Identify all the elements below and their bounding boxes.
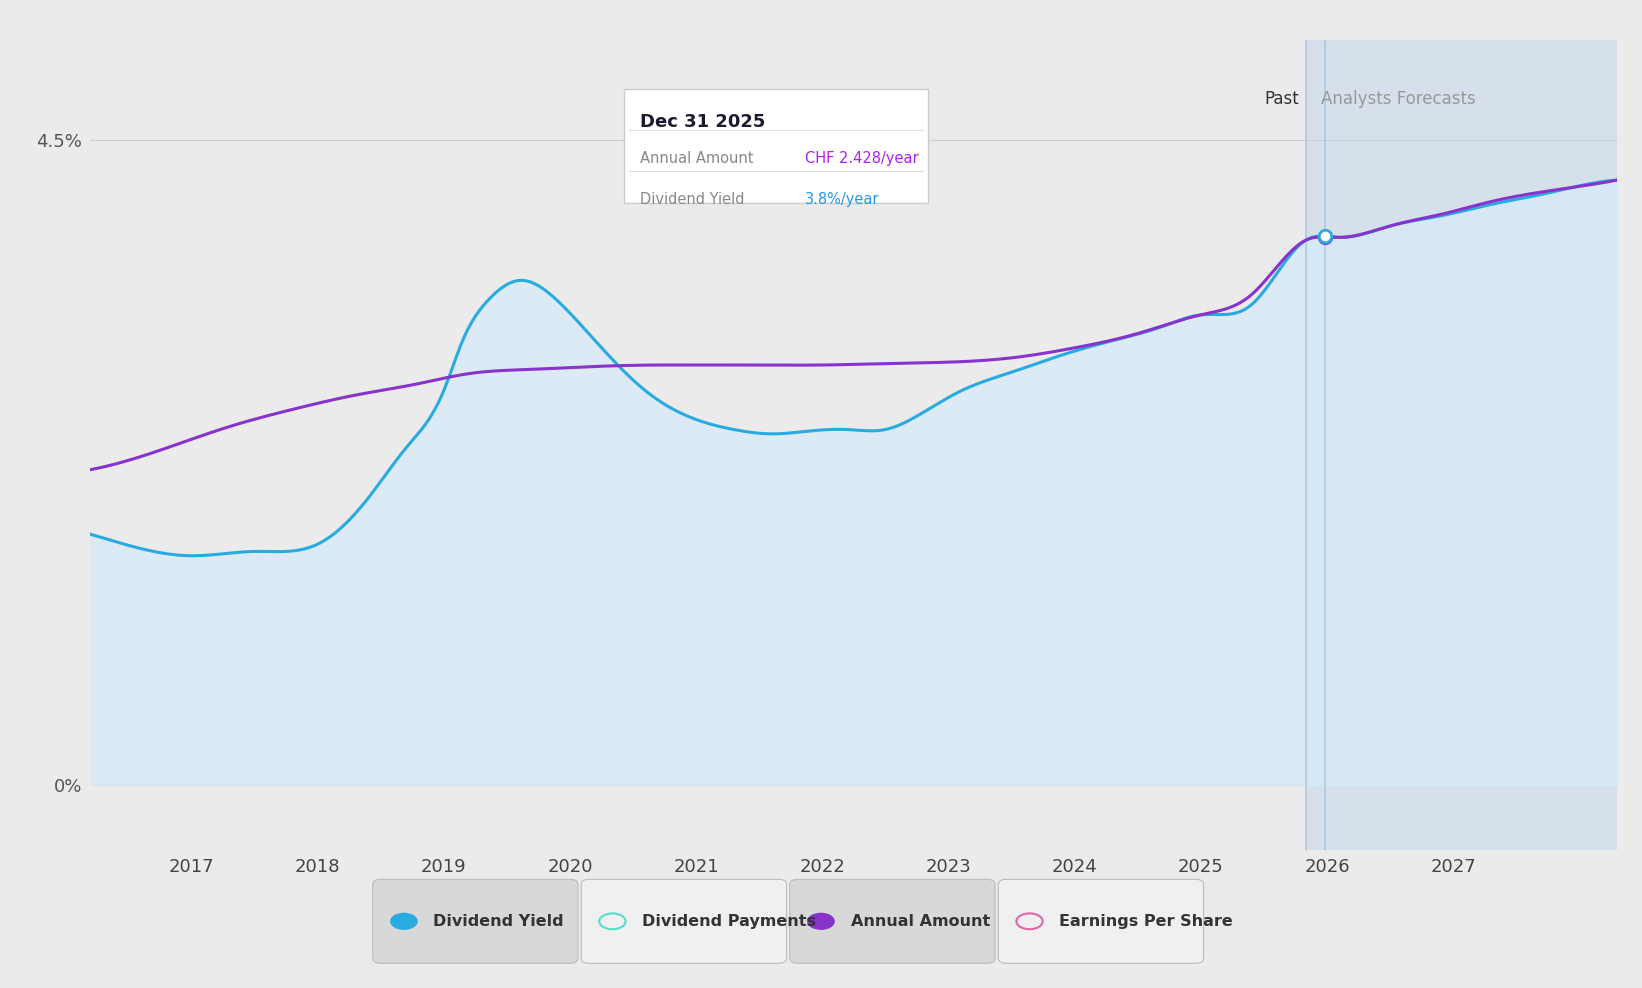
- Text: Analysts Forecasts: Analysts Forecasts: [1320, 90, 1476, 109]
- Text: 3.8%/year: 3.8%/year: [805, 192, 878, 206]
- Text: Annual Amount: Annual Amount: [640, 151, 754, 166]
- Bar: [1305, 40, 1617, 850]
- Text: Past: Past: [1264, 90, 1299, 109]
- Text: CHF 2.428/year: CHF 2.428/year: [805, 151, 918, 166]
- Text: Dec 31 2025: Dec 31 2025: [640, 113, 765, 130]
- Text: Dividend Payments: Dividend Payments: [642, 914, 816, 929]
- Text: Dividend Yield: Dividend Yield: [433, 914, 565, 929]
- Text: Annual Amount: Annual Amount: [851, 914, 990, 929]
- Text: Dividend Yield: Dividend Yield: [640, 192, 745, 206]
- Text: Earnings Per Share: Earnings Per Share: [1059, 914, 1233, 929]
